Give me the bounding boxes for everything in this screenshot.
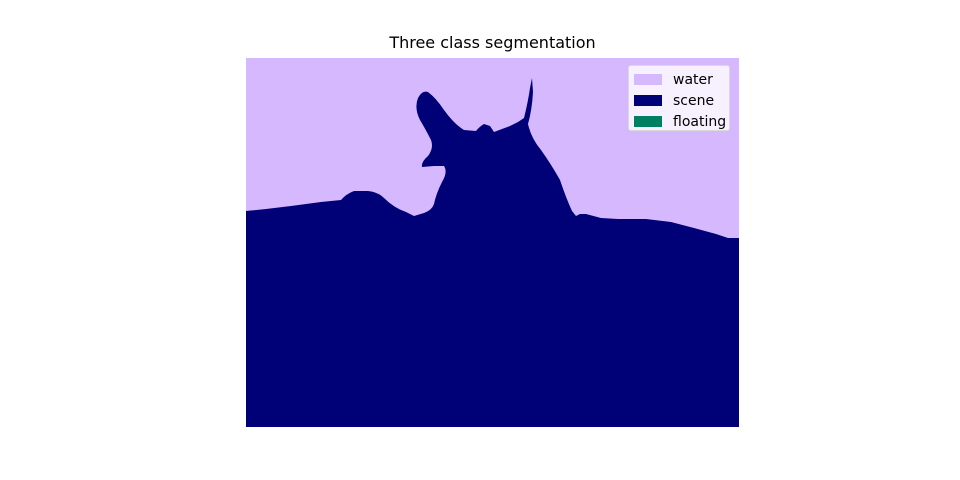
legend-label-water: water xyxy=(673,71,713,88)
legend-item-water: water xyxy=(634,69,729,90)
legend: water scene floating xyxy=(628,65,730,131)
scene-region xyxy=(246,78,739,427)
legend-label-scene: scene xyxy=(673,92,715,109)
legend-swatch-water xyxy=(634,74,662,85)
figure-title: Three class segmentation xyxy=(389,33,596,52)
legend-swatch-scene xyxy=(634,95,662,106)
legend-swatch-floating xyxy=(634,116,662,127)
legend-item-floating: floating xyxy=(634,111,729,132)
legend-label-floating: floating xyxy=(673,113,727,130)
legend-item-scene: scene xyxy=(634,90,729,111)
